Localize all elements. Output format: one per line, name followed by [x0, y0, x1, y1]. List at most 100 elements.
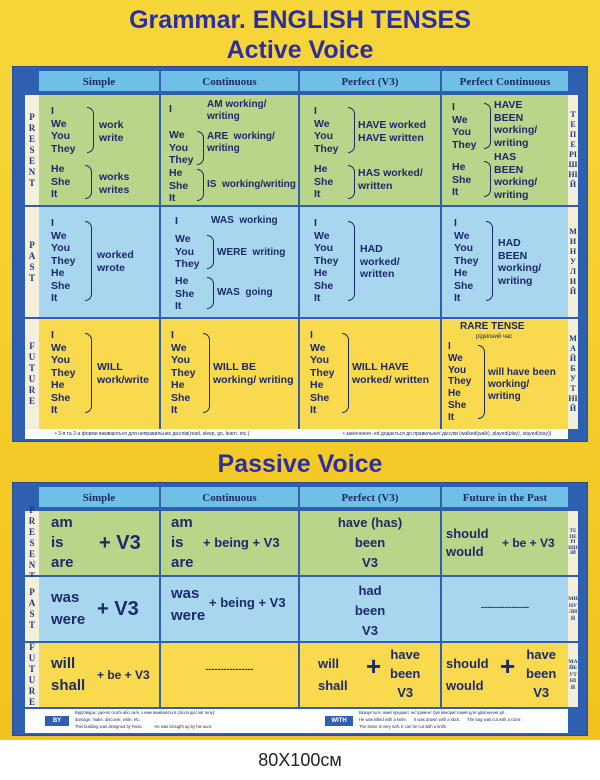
verb-forms: work write	[99, 119, 124, 144]
brace	[478, 345, 485, 419]
passive-past-simple-cell: was were + V3	[39, 577, 159, 641]
row-label-past: PAST	[25, 207, 39, 317]
brace	[197, 169, 204, 201]
with-tag: WITH	[325, 716, 353, 726]
past-perfect-continuous-cell: I We You They He She It HAD BEEN working…	[442, 207, 568, 317]
brace	[484, 103, 491, 149]
aux-forms: will shall	[318, 656, 348, 693]
pronoun: I	[175, 215, 178, 227]
verb-forms: WERE writing	[217, 247, 286, 258]
verb-forms: HAVE BEEN working/ writing	[494, 99, 538, 149]
formula: have been V3	[526, 647, 557, 700]
pronoun: I	[169, 103, 172, 115]
future-continuous-cell: I We You They He She It WILL BE working/…	[161, 319, 298, 429]
formula: + V3	[99, 532, 141, 554]
formula: + V3	[97, 598, 139, 620]
size-caption: 80X100см	[258, 750, 342, 770]
row-label-future-ua: МАЙБУТНІЙ	[568, 319, 578, 429]
verb-forms: HAS BEEN working/ writing	[494, 151, 538, 201]
brace	[348, 107, 355, 153]
future-simple-cell: I We You They He She It WILL work/write	[39, 319, 159, 429]
verb-forms: IS working/writing	[207, 179, 296, 190]
passive-present-perfect-cell: have (has) been V3	[300, 511, 440, 575]
passive-future-continuous-cell: ----------------	[161, 643, 298, 707]
brace	[85, 333, 92, 413]
passive-past-future-in-past-cell: ----------------	[442, 577, 568, 641]
pronouns: He She It	[51, 163, 71, 200]
brace	[203, 333, 210, 413]
verb-forms: HAVE worked HAVE written	[358, 119, 427, 144]
brace	[85, 221, 92, 301]
verb-forms: AM working/ writing	[207, 99, 267, 122]
header-perfect: Perfect (V3)	[300, 71, 440, 93]
poster-title: Grammar. ENGLISH TENSES	[129, 6, 471, 34]
header-continuous: Continuous	[161, 487, 298, 509]
verb-forms: WAS working	[211, 215, 278, 226]
formula: had been V3	[354, 583, 386, 638]
future-perfect-continuous-cell: RARE TENSE рідкісний час I We You They H…	[442, 319, 568, 429]
passive-future-simple-cell: will shall + be + V3	[39, 643, 159, 707]
by-tag: BY	[45, 716, 69, 726]
row-label-present: PRESENT	[25, 95, 39, 205]
future-perfect-cell: I We You They He She It WILL HAVE worked…	[300, 319, 440, 429]
verb-forms: WILL BE working/ writing	[213, 361, 294, 386]
passive-past-perfect-cell: had been V3	[300, 577, 440, 641]
aux-forms: should would	[446, 526, 489, 559]
aux-forms: will shall	[51, 655, 86, 694]
header-perfect-continuous: Perfect Continuous	[442, 71, 568, 93]
pronouns: We You They	[175, 233, 200, 270]
rare-tense-label: RARE TENSE	[460, 321, 525, 332]
brace	[87, 107, 94, 153]
pronouns: I We You They He She It	[51, 329, 76, 416]
aux-forms: was were	[51, 589, 86, 628]
empty-dashes: ----------------	[481, 602, 529, 612]
brace	[342, 333, 349, 413]
passive-footer: BY Відповідає: діючої особі або силі, з …	[25, 709, 568, 733]
active-voice-title: Active Voice	[226, 36, 374, 64]
passive-voice-table: Simple Continuous Perfect (V3) Future in…	[12, 482, 588, 736]
pronouns: He She It	[175, 275, 195, 312]
active-notes: • 3-я та 2-а форми вживаються для неправ…	[25, 429, 568, 439]
past-perfect-cell: I We You They He She It HAD worked/ writ…	[300, 207, 440, 317]
brace	[85, 165, 92, 199]
header-continuous: Continuous	[161, 71, 298, 93]
verb-forms: WILL HAVE worked/ written	[352, 361, 430, 386]
rare-tense-sublabel: рідкісний час	[476, 334, 513, 340]
past-continuous-cell: I WAS working We You They WERE writing H…	[161, 207, 298, 317]
present-continuous-cell: I AM working/ writing We You They ARE wo…	[161, 95, 298, 205]
verb-forms: HAS worked/ written	[358, 167, 423, 192]
passive-voice-title: Passive Voice	[217, 450, 383, 478]
passive-present-continuous-cell: am is are + being + V3	[161, 511, 298, 575]
brace	[348, 165, 355, 199]
aux-forms: should would	[446, 656, 489, 693]
verb-forms: ARE working/ writing	[207, 131, 275, 154]
pronouns: I We You They	[51, 105, 76, 155]
with-explanation: Вказується, який предмет, інструмент був…	[359, 710, 522, 729]
row-label-past-ua: МИНУЛИЙ	[568, 207, 578, 317]
row-label-future: FUTURE	[25, 319, 39, 429]
present-simple-cell: I We You They work write He She It works…	[39, 95, 159, 205]
plus-sign: +	[366, 651, 382, 681]
header-perfect: Perfect (V3)	[300, 487, 440, 509]
pronouns: I We You They He She It	[448, 341, 472, 423]
brace	[484, 161, 491, 197]
formula: + be + V3	[97, 668, 150, 682]
row-label-present-ua: ТЕПЕРІШНІЙ	[568, 95, 578, 205]
note-irregular: • 3-я та 2-а форми вживаються для неправ…	[55, 431, 250, 437]
pronouns: We You They	[169, 129, 194, 166]
present-perfect-continuous-cell: I We You They HAVE BEEN working/ writing…	[442, 95, 568, 205]
pronouns: I We You They He She It	[314, 217, 339, 304]
brace	[197, 131, 204, 165]
brace	[486, 221, 493, 301]
empty-dashes: ----------------	[205, 664, 254, 674]
past-simple-cell: I We You They He She It worked wrote	[39, 207, 159, 317]
row-label-present-ua: ТЕПЕРІШНІЙ	[568, 511, 578, 575]
active-voice-table: Simple Continuous Perfect (V3) Perfect C…	[12, 66, 588, 442]
pronouns: I We You They	[452, 101, 477, 151]
passive-past-continuous-cell: was were + being + V3	[161, 577, 298, 641]
aux-forms: was were	[171, 585, 206, 624]
passive-present-future-in-past-cell: should would + be + V3	[442, 511, 568, 575]
verb-forms: worked wrote	[97, 249, 134, 274]
verb-forms: HAD worked/ written	[360, 243, 400, 280]
pronouns: He She It	[452, 161, 472, 198]
